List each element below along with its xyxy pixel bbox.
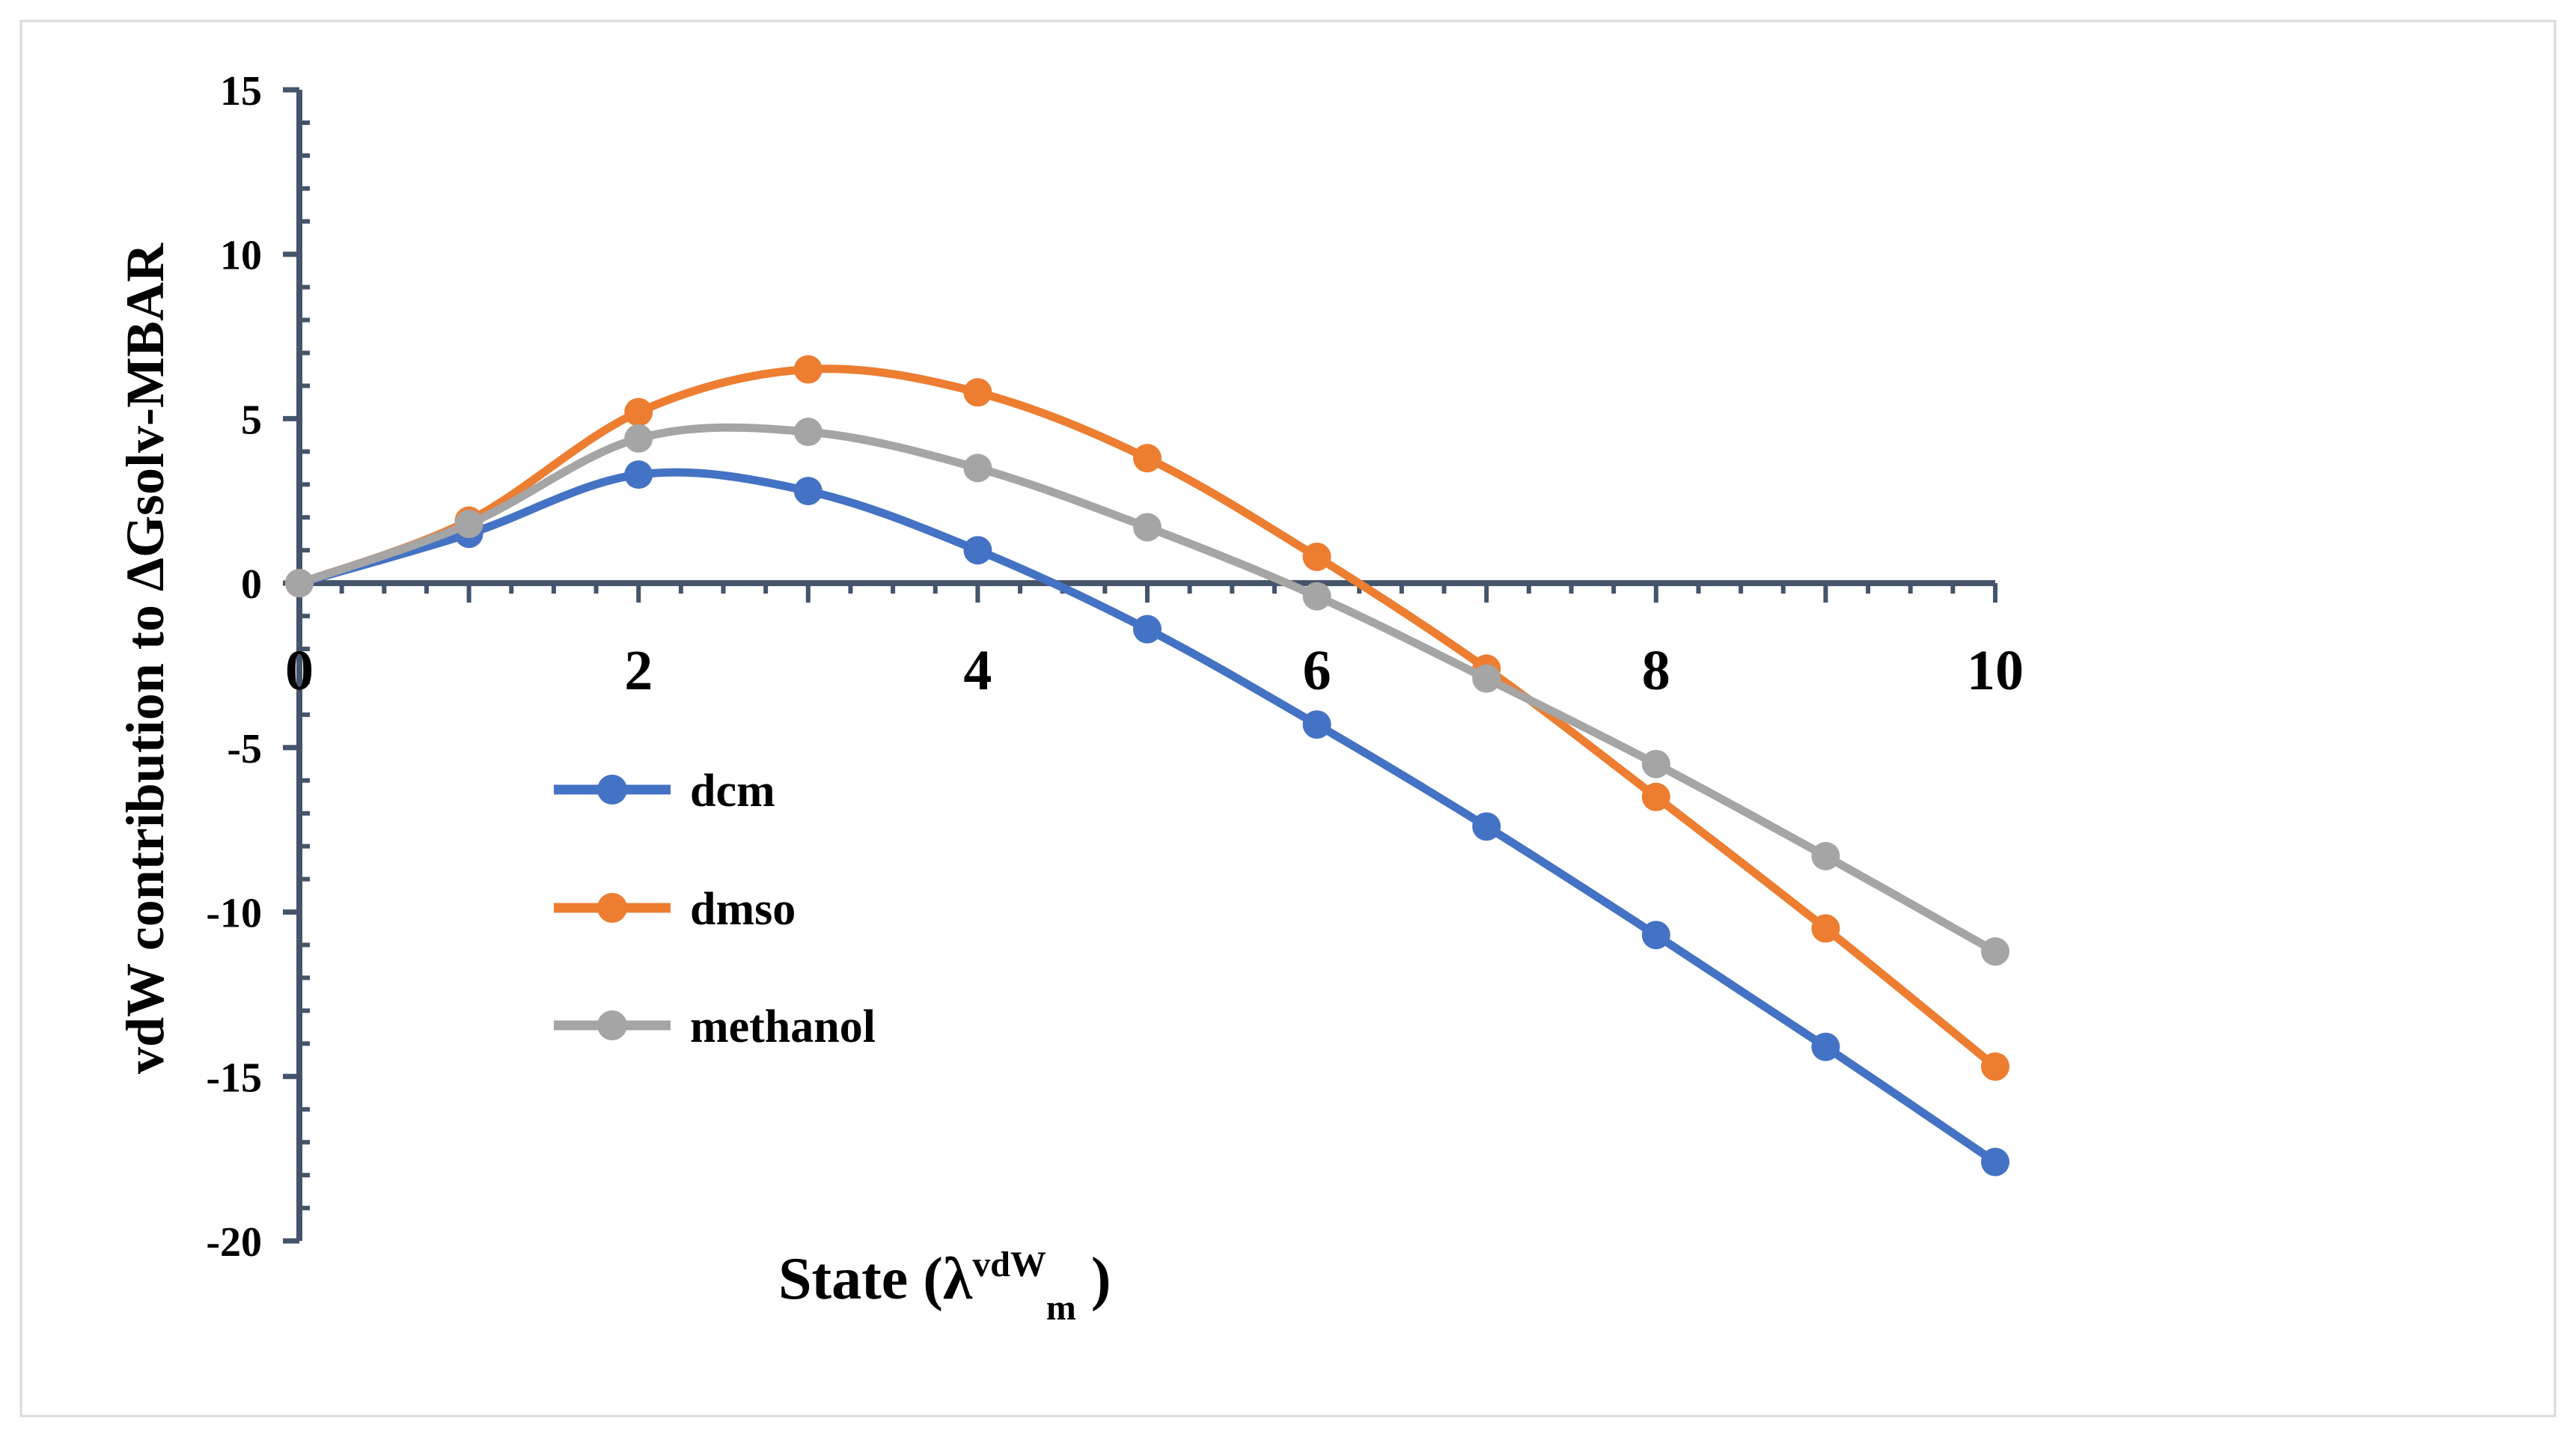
x-tick-label: 8 xyxy=(1642,639,1670,702)
series-line-dcm xyxy=(295,468,2000,1167)
data-point-dmso xyxy=(793,355,822,384)
data-point-dcm xyxy=(1472,812,1501,841)
data-point-dcm xyxy=(624,460,653,489)
x-tick-label: 6 xyxy=(1303,639,1331,702)
data-point-dcm xyxy=(793,477,822,506)
data-point-dcm xyxy=(1133,614,1162,644)
x-tick-label: 2 xyxy=(624,639,653,702)
data-point-dcm xyxy=(1981,1147,2009,1177)
y-axis-title: vdW contribution to ΔGsolv-MBAR xyxy=(115,242,175,1074)
data-point-methanol xyxy=(454,510,483,539)
series-dcm xyxy=(285,460,2009,1177)
x-tick-label: 4 xyxy=(963,639,992,702)
data-point-dmso xyxy=(1133,444,1162,473)
series-line-dmso xyxy=(295,364,2000,1071)
data-point-methanol xyxy=(793,418,822,447)
y-tick-label: -15 xyxy=(206,1055,262,1101)
legend-marker-dcm xyxy=(597,775,627,805)
x-axis-title-main: State (λ xyxy=(778,1246,973,1312)
x-tick-label: 0 xyxy=(285,639,314,702)
y-tick-label: 10 xyxy=(220,233,262,279)
data-point-dcm xyxy=(1302,710,1331,739)
data-point-methanol xyxy=(1641,749,1670,778)
data-point-methanol xyxy=(963,454,992,483)
data-point-methanol xyxy=(624,424,653,453)
legend-label-dmso: dmso xyxy=(690,884,796,935)
x-axis-title-sup: vdW xyxy=(972,1245,1046,1284)
legend-marker-methanol xyxy=(597,1010,627,1040)
y-tick-label: -10 xyxy=(206,891,262,937)
data-point-methanol xyxy=(1981,937,2009,966)
data-point-dmso xyxy=(1981,1052,2009,1081)
data-point-methanol xyxy=(1302,582,1331,611)
y-tick-label: 15 xyxy=(220,68,262,115)
y-tick-label: -5 xyxy=(227,726,262,772)
data-point-methanol xyxy=(1472,664,1501,693)
data-point-methanol xyxy=(1133,513,1162,542)
data-point-dcm xyxy=(1811,1032,1840,1061)
data-point-dmso xyxy=(1811,914,1840,943)
y-tick-label: -20 xyxy=(206,1219,262,1266)
x-axis-title-sub: m xyxy=(1046,1288,1076,1328)
x-axis-title-end: ) xyxy=(1076,1246,1111,1312)
series-methanol xyxy=(285,418,2009,966)
data-point-methanol xyxy=(1811,841,1840,870)
data-point-dmso xyxy=(963,378,992,407)
data-point-methanol xyxy=(285,569,314,598)
y-tick-label: 0 xyxy=(241,561,262,608)
x-tick-label: 10 xyxy=(1967,639,2024,702)
legend: dcm dmso methanol xyxy=(554,766,876,1052)
legend-marker-dmso xyxy=(597,893,627,923)
legend-label-dcm: dcm xyxy=(690,766,775,817)
legend-label-methanol: methanol xyxy=(690,1001,876,1052)
chart-border xyxy=(19,19,2557,1418)
data-point-dmso xyxy=(1641,782,1670,811)
data-point-dmso xyxy=(624,397,653,427)
data-point-dcm xyxy=(963,536,992,565)
y-tick-label: 5 xyxy=(241,397,262,443)
data-point-dcm xyxy=(1641,921,1670,950)
data-point-dmso xyxy=(1302,542,1331,571)
x-axis-title: State (λvdWm ) xyxy=(778,1245,1111,1328)
